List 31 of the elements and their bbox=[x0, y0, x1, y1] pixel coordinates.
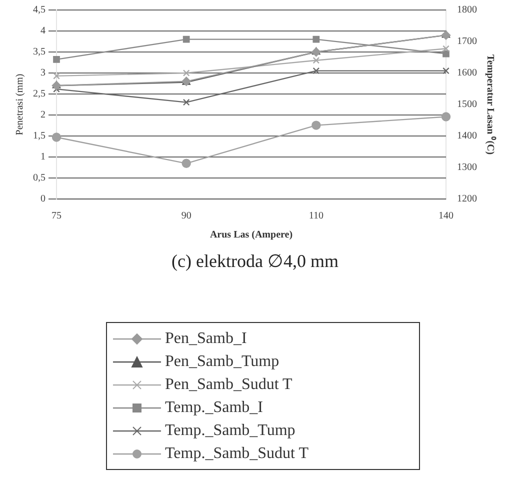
y2-tick-label: 1600 bbox=[457, 68, 477, 79]
y-tick-label: 4,5 bbox=[33, 4, 46, 16]
x-tick-label: 140 bbox=[438, 210, 454, 222]
y2-tick-label: 1400 bbox=[457, 130, 477, 142]
legend-label: Pen_Samb_Sudut T bbox=[165, 376, 292, 394]
y2-tick-label: 1300 bbox=[457, 162, 477, 174]
x-tick-label: 75 bbox=[52, 210, 62, 222]
y2-axis-title: Temperatur Lasan ⁰(C) bbox=[484, 54, 496, 155]
y-tick-label: 3,5 bbox=[33, 46, 46, 58]
y-tick-label: 0 bbox=[40, 194, 46, 205]
y-tick-label: 2,5 bbox=[33, 88, 46, 100]
y2-tick-label: 1700 bbox=[457, 36, 477, 48]
y-tick-label: 2 bbox=[40, 110, 46, 121]
x-axis-title: Arus Las (Ampere) bbox=[210, 230, 293, 241]
legend-label: Temp._Samb_I bbox=[165, 398, 263, 416]
legend-label: Pen_Samb_I bbox=[165, 330, 247, 348]
y-tick-label: 3 bbox=[40, 68, 46, 79]
legend-label: Pen_Samb_Tump bbox=[165, 352, 280, 370]
y2-tick-label: 1500 bbox=[457, 99, 477, 110]
x-tick-label: 90 bbox=[181, 210, 192, 222]
y2-tick-label: 1800 bbox=[457, 4, 477, 16]
x-tick-label: 110 bbox=[308, 210, 324, 222]
y-tick-label: 0,5 bbox=[33, 172, 46, 184]
y2-tick-label: 1200 bbox=[457, 194, 477, 205]
legend-label: Temp._Samb_Tump bbox=[165, 422, 296, 440]
text: (c) elektroda ∅4,0 mm bbox=[170, 250, 340, 272]
legend-label: Temp._Samb_Sudut T bbox=[165, 444, 308, 462]
y-axis-title: Penetrasi (mm) bbox=[14, 74, 26, 136]
y-tick-label: 4 bbox=[40, 26, 46, 37]
y-tick-label: 1,5 bbox=[33, 130, 46, 142]
y-tick-label: 1 bbox=[40, 152, 46, 163]
